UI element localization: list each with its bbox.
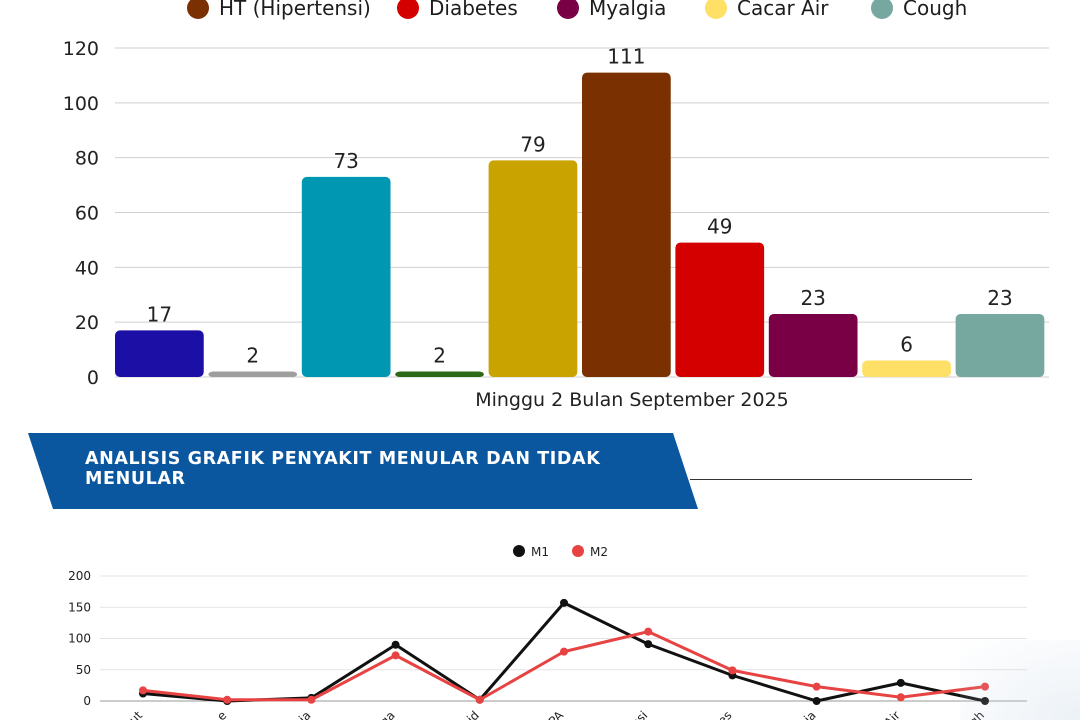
data-point [560,647,568,656]
x-tick-label: es [715,708,735,720]
y-tick-label: 20 [75,312,99,334]
y-tick-label: 150 [68,600,91,614]
bar-value-label: 2 [246,344,259,368]
data-point [812,682,821,691]
x-tick-label: ia [296,708,313,720]
bar-value-label: 23 [800,286,825,310]
bar-value-label: 111 [607,45,645,69]
y-tick-label: 80 [75,148,99,170]
x-tick-label: ia [801,708,818,720]
data-point [896,693,905,702]
legend-label: Myalgia [589,0,667,20]
bar [582,72,671,378]
legend-label: M1 [531,545,549,559]
legend-item: Cough [871,0,967,22]
section-banner: ANALISIS GRAFIK PENYAKIT MENULAR DAN TID… [28,433,698,509]
bar-value-label: 17 [147,302,172,326]
bar [768,313,858,377]
x-tick-label: id [464,708,482,720]
line-chart: 0 50 100 150 200 ut e ia ga id PA nsi es ia Air gh M1 M2 [68,545,1027,720]
legend-label: M2 [590,545,608,559]
legend-swatch [871,0,893,19]
y-tick-label: 0 [87,367,99,389]
legend-label: Cacar Air [737,0,829,20]
bar [488,160,578,377]
data-point [391,640,400,649]
data-point [981,682,989,691]
bar-value-label: 6 [900,333,913,357]
bar-value-label: 2 [433,344,446,368]
bar [395,371,484,377]
data-point [812,697,821,705]
bar-chart: 0 20 40 60 80 100 120 17 2 73 2 79 111 49 23 6 23 Minggu … [63,38,1049,411]
legend-item: HT (Hipertensi) [187,0,371,22]
y-tick-label: 100 [68,632,91,646]
legend-swatch [572,545,584,557]
data-point [644,627,653,636]
data-point [475,695,484,704]
y-tick-label: 120 [63,38,99,60]
legend-swatch [397,0,419,19]
bar-value-label: 23 [987,286,1012,310]
bar [862,360,951,377]
data-point [728,666,737,675]
x-tick-label: gh [966,708,987,720]
data-point [981,697,989,705]
y-tick-label: 60 [75,203,99,225]
legend-swatch [187,0,209,19]
data-point [896,678,905,687]
banner-background [28,433,698,509]
bar [955,313,1045,377]
x-tick-label: Air [881,708,903,720]
x-tick-label: PA [546,708,567,720]
banner-title: ANALISIS GRAFIK PENYAKIT MENULAR DAN TID… [85,449,601,489]
x-tick-label: ga [377,708,397,720]
series-line [142,630,986,702]
legend-label: HT (Hipertensi) [219,0,371,20]
bar [675,242,765,377]
legend-swatch [513,545,525,557]
legend-item: Myalgia [557,0,666,22]
bar-chart-legend: HT (Hipertensi) Diabetes Myalgia Cacar Air C… [0,0,1080,30]
bar [115,330,204,377]
x-tick-label: e [214,708,229,720]
legend-label: Diabetes [429,0,518,20]
bar-value-label: 79 [520,132,545,156]
data-point [644,640,653,649]
legend-item: Cacar Air [705,0,829,22]
y-tick-label: 200 [68,569,91,583]
x-tick-label: nsi [628,708,650,720]
data-point [307,695,316,704]
legend-item: Diabetes [397,0,518,22]
bar [301,176,391,377]
y-tick-label: 100 [63,93,99,115]
legend-swatch [705,0,727,19]
data-point [391,651,400,660]
legend-label: Cough [903,0,968,20]
y-tick-label: 50 [76,663,91,677]
x-axis-label: Minggu 2 Bulan September 2025 [475,389,789,411]
y-tick-label: 40 [75,257,99,279]
y-tick-label: 0 [83,694,91,708]
bar-value-label: 49 [707,215,732,239]
bar [208,371,298,377]
bar-value-label: 73 [333,149,358,173]
corner-decoration [960,640,1080,720]
banner-divider-line [690,479,972,480]
x-tick-label: ut [127,708,146,720]
data-point [560,598,568,607]
data-point [139,686,147,695]
data-point [223,695,232,704]
legend-swatch [557,0,579,19]
